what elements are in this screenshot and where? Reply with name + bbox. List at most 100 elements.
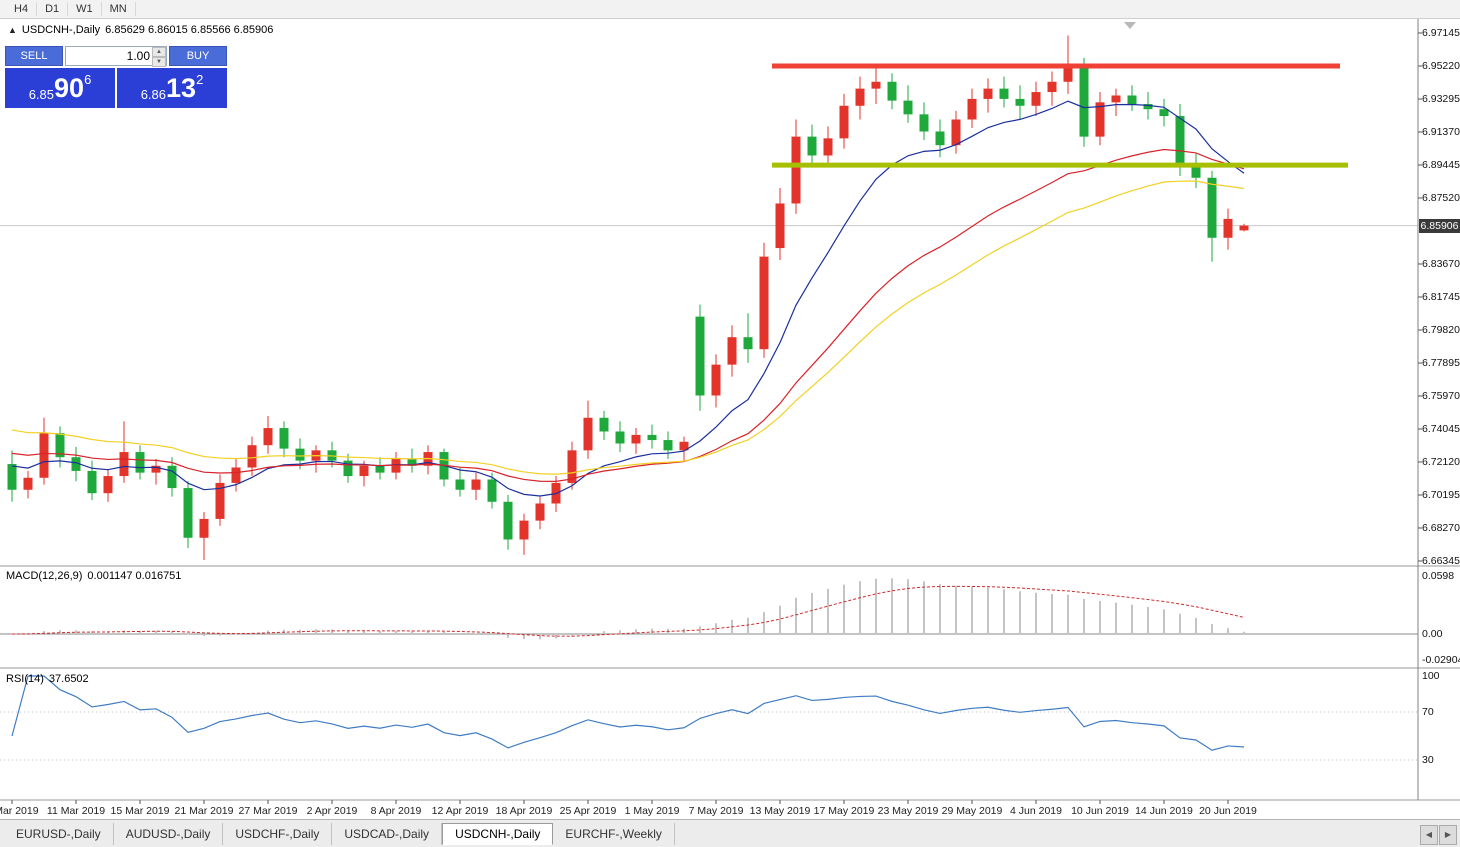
candle-body <box>295 448 305 461</box>
candle-body <box>887 81 897 101</box>
buy-price-pips: 13 <box>166 73 197 103</box>
candle-body <box>599 417 609 432</box>
rsi-name: RSI(14) <box>6 673 44 685</box>
timeframe-button-d1[interactable]: D1 <box>37 2 69 16</box>
tab-eurchf[interactable]: EURCHF-,Weekly <box>553 823 675 845</box>
tab-usdcnh[interactable]: USDCNH-,Daily <box>442 823 554 845</box>
date-axis-label: 15 Mar 2019 <box>110 805 170 817</box>
price-scale-label: 6.81745 <box>1422 291 1460 303</box>
candle-body <box>519 520 529 540</box>
macd-scale-zero: 0.00 <box>1422 628 1443 640</box>
candle-body <box>983 88 993 99</box>
chart-tab-strip: EURUSD-,Daily AUDUSD-,Daily USDCHF-,Daily U… <box>0 819 1460 847</box>
candle-body <box>919 114 929 132</box>
date-axis-label: 1 May 2019 <box>624 805 680 817</box>
candle-body <box>199 518 209 538</box>
candle-body <box>1207 177 1217 238</box>
price-scale-label: 6.70195 <box>1422 489 1460 501</box>
candle-body <box>1063 68 1073 82</box>
candle-body <box>87 470 97 494</box>
macd-signal-line <box>11 585 1245 637</box>
candle-body <box>231 467 241 483</box>
timeframe-button-mn[interactable]: MN <box>102 2 136 16</box>
candle-body <box>247 445 257 468</box>
volume-field[interactable]: 1.00 ▲ ▼ <box>65 46 167 67</box>
price-scale-label: 6.66345 <box>1422 555 1460 567</box>
candle-body <box>647 434 657 441</box>
candle-body <box>1143 104 1153 110</box>
timeframe-button-h4[interactable]: H4 <box>6 2 38 16</box>
buy-button[interactable]: BUY <box>169 46 227 66</box>
sell-price-prefix: 6.85 <box>28 87 55 102</box>
sell-price-point: 6 <box>84 72 92 87</box>
macd-values: 0.001147 0.016751 <box>87 570 182 582</box>
candle-body <box>391 458 401 473</box>
sell-price-button[interactable]: 6.85 90 6 <box>5 68 115 108</box>
date-axis-label: 7 May 2019 <box>688 805 744 817</box>
candle-body <box>855 88 865 106</box>
candle-body <box>359 465 369 477</box>
date-axis-label: 4 Jun 2019 <box>1010 805 1062 817</box>
candlestick-series <box>7 35 1249 561</box>
candle-body <box>311 450 321 461</box>
candle-body <box>1191 167 1201 178</box>
date-axis-label: 25 Apr 2019 <box>559 805 617 817</box>
buy-price-button[interactable]: 6.86 13 2 <box>117 68 227 108</box>
volume-value[interactable]: 1.00 <box>126 49 150 63</box>
tab-audusd[interactable]: AUDUSD-,Daily <box>114 823 224 845</box>
tab-eurusd[interactable]: EURUSD-,Daily <box>4 823 114 845</box>
candle-body <box>327 450 337 461</box>
tab-scroll-controls: ◀ ▶ <box>1420 825 1457 845</box>
date-axis-label: 14 Jun 2019 <box>1135 805 1193 817</box>
date-axis-label: 20 Jun 2019 <box>1199 805 1257 817</box>
tab-usdcad[interactable]: USDCAD-,Daily <box>332 823 443 845</box>
price-scale-label: 6.77895 <box>1422 357 1460 369</box>
candle-body <box>1031 92 1041 106</box>
rsi-scale-30: 30 <box>1422 754 1434 766</box>
candle-body <box>455 479 465 490</box>
ma-line-mid <box>11 148 1245 483</box>
candle-body <box>407 458 417 466</box>
candle-body <box>471 479 481 490</box>
one-click-collapse-icon[interactable]: ▲ <box>8 25 17 35</box>
candle-body <box>1159 109 1169 117</box>
chart-symbol-label: USDCNH-,Daily <box>21 24 101 36</box>
chart-shift-marker-icon[interactable] <box>1124 22 1136 29</box>
buy-price-point: 2 <box>196 72 204 87</box>
price-scale-label: 6.97145 <box>1422 27 1460 39</box>
date-axis-label: 29 May 2019 <box>941 805 1003 817</box>
candle-body <box>7 464 17 490</box>
price-scale-label: 6.91370 <box>1422 126 1460 138</box>
candle-body <box>279 428 289 449</box>
candle-body <box>935 131 945 146</box>
date-axis-label: 17 May 2019 <box>813 805 875 817</box>
ma-line-fast <box>11 100 1245 497</box>
tab-scroll-right-icon[interactable]: ▶ <box>1439 825 1457 845</box>
candle-body <box>151 465 161 473</box>
candle-body <box>567 450 577 483</box>
volume-up-icon[interactable]: ▲ <box>152 47 166 57</box>
candle-body <box>727 337 737 365</box>
volume-down-icon[interactable]: ▼ <box>152 57 166 67</box>
price-scale-label: 6.79820 <box>1422 324 1460 336</box>
candle-body <box>551 482 561 504</box>
date-axis-label: 12 Apr 2019 <box>431 805 489 817</box>
tab-scroll-left-icon[interactable]: ◀ <box>1420 825 1438 845</box>
one-click-trading-panel: SELL 1.00 ▲ ▼ BUY 6.85 90 6 6.86 13 2 <box>5 46 227 108</box>
candle-body <box>1015 98 1025 106</box>
candle-body <box>967 98 977 120</box>
price-scale-label: 6.83670 <box>1422 258 1460 270</box>
price-scale-label: 6.72120 <box>1422 456 1460 468</box>
candle-body <box>375 465 385 473</box>
date-axis-label: 27 Mar 2019 <box>238 805 298 817</box>
tab-bar: EURUSD-,Daily AUDUSD-,Daily USDCHF-,Daily U… <box>0 823 1460 845</box>
timeframe-button-w1[interactable]: W1 <box>68 2 102 16</box>
candle-body <box>871 81 881 89</box>
candle-body <box>711 364 721 396</box>
date-axis-label: 18 Apr 2019 <box>495 805 553 817</box>
sell-button[interactable]: SELL <box>5 46 63 66</box>
candle-body <box>503 501 513 540</box>
tab-usdchf[interactable]: USDCHF-,Daily <box>223 823 333 845</box>
